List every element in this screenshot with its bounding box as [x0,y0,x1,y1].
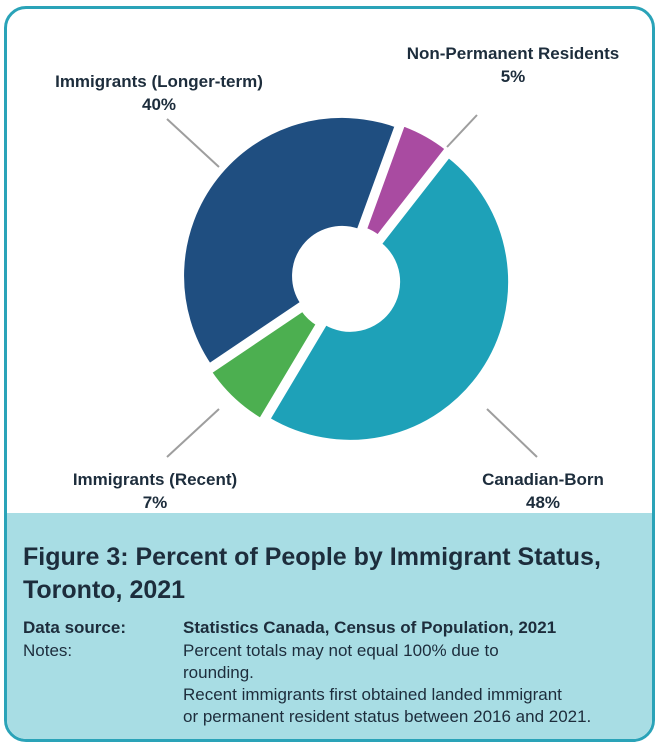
notes-line: Recent immigrants first obtained landed … [183,685,562,704]
slice-value-label: 40% [142,95,176,114]
data-source-label: Data source: [23,618,126,637]
slice-value-label: 5% [501,67,526,86]
slice-value-label: 7% [143,493,168,512]
leader-line [166,408,220,458]
donut-slice [266,153,513,444]
data-source-value: Statistics Canada, Census of Population,… [183,618,557,637]
chart-slices [180,113,513,444]
notes-line: rounding. [183,663,254,682]
slice-name-label: Immigrants (Recent) [73,470,237,489]
donut-slice [207,307,320,423]
leader-line [446,114,478,148]
leader-line [166,118,220,168]
slice-name-label: Canadian-Born [482,470,604,489]
notes-line: Percent totals may not equal 100% due to [183,641,499,660]
figure-card: Non-Permanent Residents 5% Canadian-Born 48… [4,6,655,742]
notes-line: or permanent resident status between 201… [183,707,592,726]
donut-slice [362,122,449,239]
slice-labels: Non-Permanent Residents 5% Canadian-Born 48… [55,44,619,512]
donut-slice [180,113,399,368]
figure-title: Figure 3: Percent of People by Immigrant… [23,543,601,604]
donut-chart: Non-Permanent Residents 5% Canadian-Born 48… [55,44,619,512]
caption-panel: Figure 3: Percent of People by Immigrant… [7,513,652,739]
slice-name-label: Immigrants (Longer-term) [55,72,263,91]
slice-value-label: 48% [526,493,560,512]
leader-line [486,408,538,458]
notes-label: Notes: [23,641,73,660]
leader-lines [166,114,538,458]
slice-name-label: Non-Permanent Residents [407,44,620,63]
